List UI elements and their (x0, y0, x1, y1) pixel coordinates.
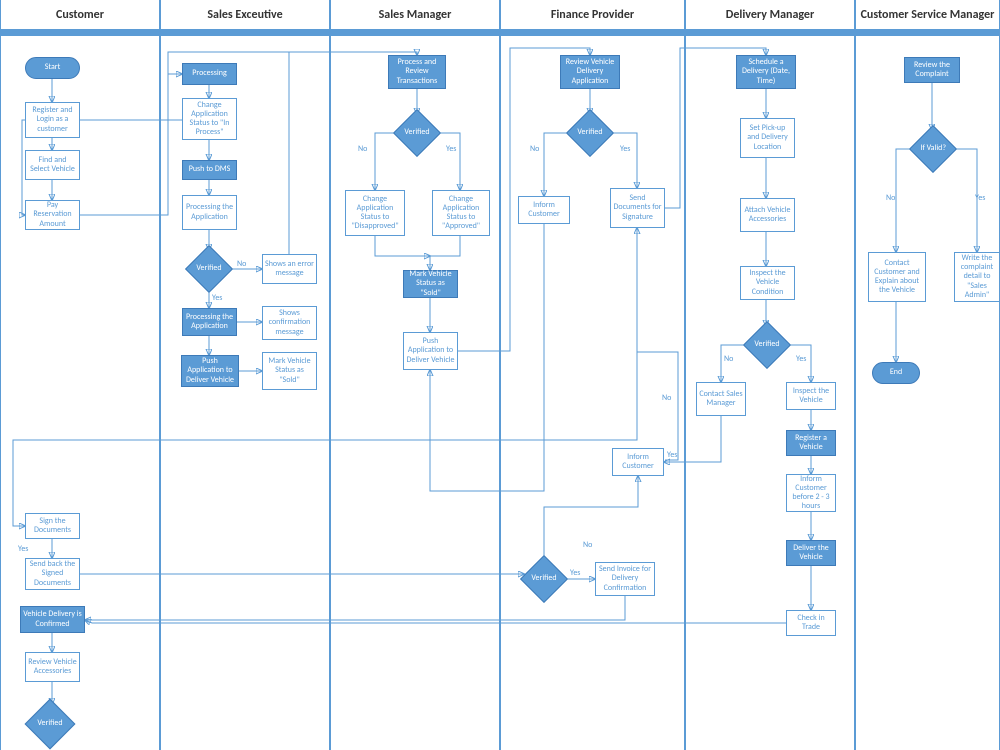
lane-strip (856, 30, 999, 36)
lane-finance: Finance Provider (500, 0, 685, 750)
lane-header: Delivery Manager (686, 0, 854, 30)
lane-strip (686, 30, 854, 36)
lane-delivery: Delivery Manager (685, 0, 855, 750)
lane-header: Finance Provider (501, 0, 684, 30)
lane-strip (501, 30, 684, 36)
lane-sales_mgr: Sales Manager (330, 0, 500, 750)
lane-strip (1, 30, 159, 36)
lane-header: Sales Manager (331, 0, 499, 30)
lane-customer: Customer (0, 0, 160, 750)
lane-header: Customer (1, 0, 159, 30)
lane-strip (331, 30, 499, 36)
lane-cust_service: Customer Service Manager (855, 0, 1000, 750)
swimlanes: CustomerSales ExceutiveSales ManagerFina… (0, 0, 1000, 750)
lane-sales_exec: Sales Exceutive (160, 0, 330, 750)
lane-strip (161, 30, 329, 36)
lane-header: Sales Exceutive (161, 0, 329, 30)
lane-header: Customer Service Manager (856, 0, 999, 30)
